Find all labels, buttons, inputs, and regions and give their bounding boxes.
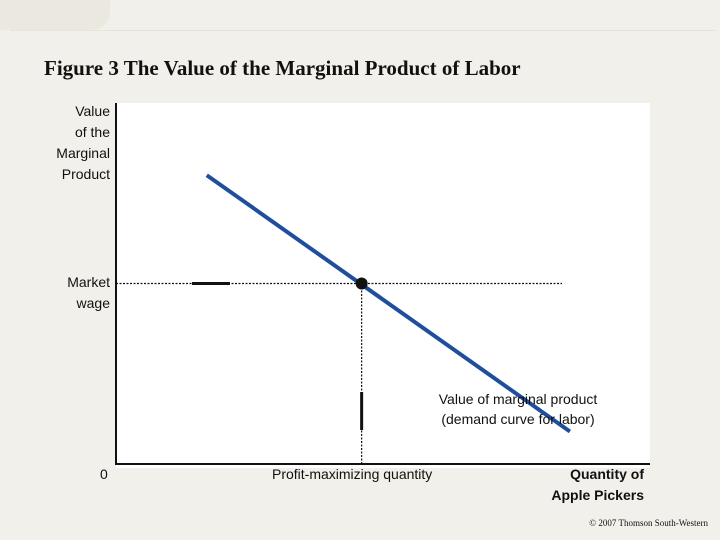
market-wage-label: Market wage — [67, 274, 110, 311]
slide-corner-tab — [0, 0, 110, 30]
profit-max-quantity-label: Profit-maximizing quantity — [272, 466, 433, 482]
figure-title: Figure 3 The Value of the Marginal Produ… — [44, 56, 521, 80]
plot-area — [116, 103, 650, 468]
copyright-notice: © 2007 Thomson South-Western — [589, 518, 708, 528]
vmp-demand-curve — [205, 173, 572, 434]
vmp-curve-label: Value of marginal product (demand curve … — [438, 391, 598, 427]
x-axis-label: Quantity of Apple Pickers — [551, 466, 644, 503]
y-axis-label: Value of the Marginal Product — [56, 103, 110, 182]
equilibrium-point — [355, 277, 368, 290]
origin-label: 0 — [100, 466, 108, 482]
